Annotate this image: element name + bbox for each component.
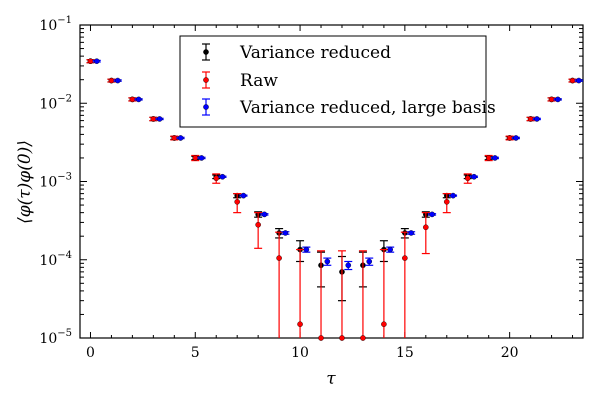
legend-markers <box>202 43 210 116</box>
data-point <box>366 258 373 265</box>
data-point <box>261 211 268 218</box>
y-tick-label: 10−2 <box>39 93 72 112</box>
data-point <box>408 230 414 236</box>
legend-label-raw: Raw <box>240 71 278 91</box>
y-axis-ticks: 10−5 10−4 10−3 10−2 10−1 <box>39 15 583 347</box>
data-point <box>213 175 220 182</box>
legend-box <box>179 35 487 128</box>
data-point <box>492 155 498 161</box>
legend-label-large-basis: Variance reduced, large basis <box>239 98 496 118</box>
data-point <box>548 96 555 103</box>
data-point <box>192 155 199 161</box>
data-point <box>387 246 393 253</box>
data-point <box>303 246 310 253</box>
data-point <box>429 211 435 218</box>
data-point <box>234 199 240 205</box>
data-point <box>318 335 324 341</box>
data-point <box>135 96 142 103</box>
data-point <box>93 58 100 64</box>
data-point <box>177 135 184 141</box>
data-point <box>219 173 226 180</box>
data-point <box>450 192 456 199</box>
data-point <box>276 255 282 261</box>
x-tick-label: 15 <box>396 345 414 361</box>
x-tick-label: 0 <box>86 345 95 361</box>
y-axis-label: ⟨φ(τ)φ(0)⟩ <box>15 140 35 224</box>
data-point <box>381 321 387 328</box>
data-point <box>255 221 261 228</box>
data-point <box>198 155 205 161</box>
data-point <box>129 96 136 103</box>
data-point <box>471 173 477 180</box>
data-point <box>443 199 450 205</box>
data-point <box>576 77 582 84</box>
data-point <box>114 77 121 84</box>
data-point <box>297 321 303 328</box>
y-tick-label: 10−1 <box>39 15 72 34</box>
data-point <box>150 116 157 122</box>
data-point <box>527 116 534 122</box>
x-tick-label: 5 <box>191 345 200 361</box>
x-tick-label: 20 <box>501 345 519 361</box>
data-point <box>534 116 540 122</box>
x-axis-label: τ <box>326 369 336 389</box>
data-point <box>506 135 513 141</box>
legend-marker <box>203 77 209 83</box>
legend: Variance reduced Raw Variance reduced, l… <box>179 35 496 128</box>
series-2 <box>92 58 583 271</box>
legend-marker <box>203 49 209 55</box>
data-point <box>513 135 519 141</box>
data-point <box>569 77 576 84</box>
legend-label-variance-reduced: Variance reduced <box>239 43 391 63</box>
y-tick-label: 10−3 <box>39 172 72 191</box>
x-axis-ticks: 0 5 10 15 20 <box>86 25 574 361</box>
data-point <box>240 192 247 199</box>
data-point <box>156 116 163 122</box>
y-tick-label: 10−5 <box>39 328 72 347</box>
y-tick-label: 10−4 <box>39 250 72 269</box>
data-point <box>345 262 352 269</box>
data-point <box>87 58 94 64</box>
data-point <box>360 335 366 341</box>
x-tick-label: 10 <box>291 345 309 361</box>
data-point <box>402 255 408 261</box>
data-point <box>485 155 492 161</box>
data-point <box>108 77 115 84</box>
data-point <box>282 230 289 236</box>
data-point <box>171 135 178 141</box>
data-point <box>423 224 429 231</box>
data-point <box>555 96 561 103</box>
plot-area: 0 5 10 15 20 10−5 10−4 10−3 10−2 10−1 <box>39 15 584 361</box>
data-point <box>324 258 331 265</box>
data-point <box>464 175 471 182</box>
series-1 <box>86 58 577 341</box>
series-layer <box>86 58 583 341</box>
legend-marker <box>203 104 209 110</box>
data-point <box>339 335 345 341</box>
